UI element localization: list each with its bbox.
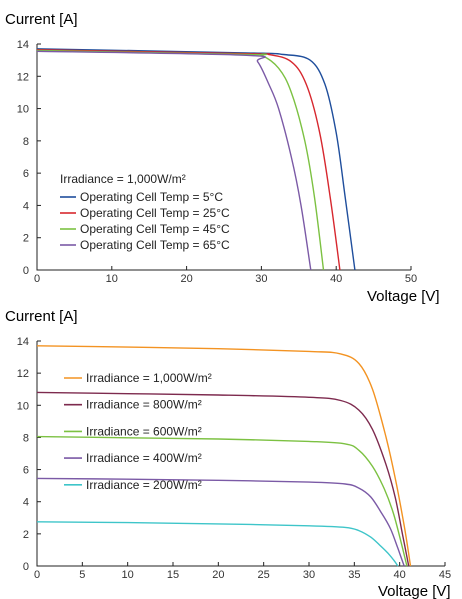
chart2-ytick-label: 14 bbox=[17, 336, 29, 348]
chart2-series-line bbox=[36, 345, 412, 567]
chart2-xtick-label: 20 bbox=[212, 569, 224, 581]
chart2-legend-label: Irradiance = 800W/m² bbox=[86, 398, 202, 412]
chart2-xtick-label: 5 bbox=[79, 569, 85, 581]
chart2-series-line bbox=[36, 521, 399, 567]
chart1-legend-label: Operating Cell Temp = 5°C bbox=[80, 190, 223, 204]
chart2-xtick-label: 45 bbox=[439, 569, 451, 581]
chart2-series-line bbox=[36, 477, 405, 567]
chart2-plot-area: 0 5 10 15 20 25 30 35 40 45 0 2 4 6 8 10 12 14 Irradiance … bbox=[17, 336, 451, 581]
chart1-ytick-label: 6 bbox=[23, 168, 29, 180]
chart1-xtick-label: 50 bbox=[405, 273, 417, 285]
chart1-ylabel: Current [A] bbox=[5, 11, 78, 28]
chart1-ytick-label: 12 bbox=[17, 71, 29, 83]
chart2-xtick-label: 35 bbox=[348, 569, 360, 581]
chart2-legend-label: Irradiance = 600W/m² bbox=[86, 424, 202, 438]
chart1-xtick-label: 10 bbox=[106, 273, 118, 285]
chart2-xtick-label: 15 bbox=[167, 569, 179, 581]
chart1-ytick-label: 8 bbox=[23, 136, 29, 148]
chart2-series-line bbox=[36, 391, 410, 567]
chart2-xtick-label: 25 bbox=[258, 569, 270, 581]
chart1-legend-label: Operating Cell Temp = 65°C bbox=[80, 238, 230, 252]
chart1-ytick-label: 14 bbox=[17, 39, 29, 51]
chart1-xtick-label: 40 bbox=[330, 273, 342, 285]
chart2-ytick-label: 8 bbox=[23, 432, 29, 444]
chart2-ylabel: Current [A] bbox=[5, 308, 78, 325]
chart1-ytick-label: 4 bbox=[23, 200, 29, 212]
chart1-ytick-label: 10 bbox=[17, 104, 29, 116]
chart1-series-line bbox=[36, 50, 312, 271]
chart2-ytick-label: 2 bbox=[23, 529, 29, 541]
chart2-xtick-label: 0 bbox=[34, 569, 40, 581]
chart2-ytick-label: 4 bbox=[23, 497, 29, 509]
chart1-xlabel: Voltage [V] bbox=[367, 288, 440, 305]
chart2-legend-label: Irradiance = 1,000W/m² bbox=[86, 371, 212, 385]
chart2-ytick-label: 6 bbox=[23, 465, 29, 477]
chart2-xtick-label: 30 bbox=[303, 569, 315, 581]
chart1-series-line bbox=[36, 48, 356, 271]
chart1-legend-label: Operating Cell Temp = 45°C bbox=[80, 222, 230, 236]
chart1-legend-label: Operating Cell Temp = 25°C bbox=[80, 206, 230, 220]
chart1-series-line bbox=[36, 49, 341, 271]
chart1-legend-title: Irradiance = 1,000W/m² bbox=[60, 172, 186, 186]
chart2-legend-label: Irradiance = 400W/m² bbox=[86, 451, 202, 465]
chart1-xtick-label: 30 bbox=[255, 273, 267, 285]
chart2-xlabel: Voltage [V] bbox=[378, 583, 451, 599]
chart1-plot-area: 0 10 20 30 40 50 0 2 4 6 8 10 12 14 Operating Cell Tem… bbox=[17, 39, 417, 285]
chart1-xtick-label: 20 bbox=[180, 273, 192, 285]
chart2-ytick-label: 10 bbox=[17, 400, 29, 412]
chart2-legend-label: Irradiance = 200W/m² bbox=[86, 478, 202, 492]
chart1-axes bbox=[36, 44, 411, 271]
chart2-xtick-label: 10 bbox=[122, 569, 134, 581]
chart2-ytick-label: 0 bbox=[23, 561, 29, 573]
chart1-xtick-label: 0 bbox=[34, 273, 40, 285]
chart1-ytick-label: 0 bbox=[23, 265, 29, 277]
chart2-series-line bbox=[36, 435, 408, 567]
chart2-xtick-label: 40 bbox=[394, 569, 406, 581]
chart1-ytick-label: 2 bbox=[23, 233, 29, 245]
chart2-ytick-label: 12 bbox=[17, 368, 29, 380]
